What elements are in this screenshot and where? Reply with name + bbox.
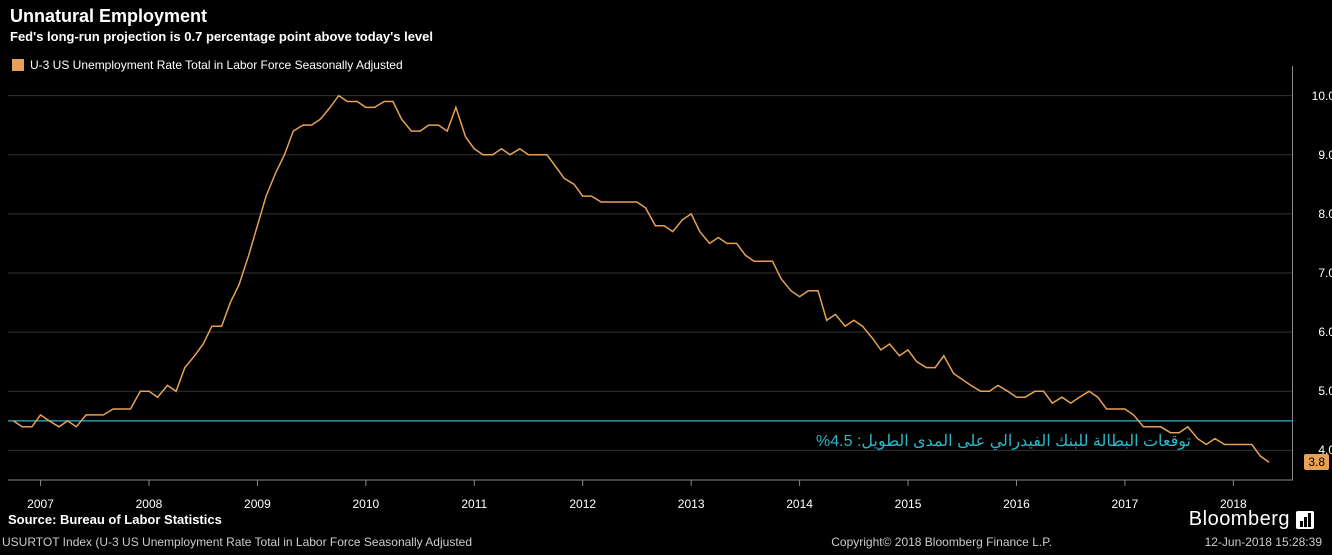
footer-copyright: Copyright© 2018 Bloomberg Finance L.P. [831, 535, 1052, 549]
x-tick-label: 2008 [136, 497, 163, 511]
x-tick-label: 2011 [461, 497, 487, 511]
y-tick-label: 10.0 [1312, 89, 1332, 103]
y-tick-label: 5.0 [1318, 384, 1332, 398]
last-value-badge: 3.8 [1304, 454, 1329, 470]
x-tick-label: 2017 [1112, 497, 1139, 511]
x-tick-label: 2007 [27, 497, 54, 511]
chart-title: Unnatural Employment [10, 6, 1322, 27]
y-tick-label: 6.0 [1318, 325, 1332, 339]
bloomberg-logo-text: Bloomberg [1189, 508, 1290, 531]
bloomberg-logo: Bloomberg [1189, 508, 1314, 531]
footer-timestamp: 12-Jun-2018 15:28:39 [1205, 535, 1322, 549]
x-tick-label: 2016 [1003, 497, 1030, 511]
x-tick-label: 2013 [678, 497, 705, 511]
x-tick-label: 2014 [786, 497, 813, 511]
x-tick-label: 2015 [895, 497, 922, 511]
y-tick-label: 9.0 [1318, 148, 1332, 162]
y-tick-label: 8.0 [1318, 207, 1332, 221]
bloomberg-logo-icon [1296, 511, 1314, 529]
footer-index: USURTOT Index (U-3 US Unemployment Rate … [2, 535, 472, 549]
x-tick-label: 2009 [244, 497, 271, 511]
x-tick-label: 2012 [569, 497, 596, 511]
x-tick-label: 2010 [352, 497, 379, 511]
footer-source: Source: Bureau of Labor Statistics [8, 512, 222, 527]
chart-svg [8, 50, 1293, 490]
reference-line-label: توقعات البطالة للبنك الفيدرالي على المدى… [816, 431, 1191, 451]
chart-area: 2007200820092010201120122013201420152016… [8, 50, 1293, 490]
y-tick-label: 7.0 [1318, 266, 1332, 280]
chart-subtitle: Fed's long-run projection is 0.7 percent… [10, 29, 1322, 44]
